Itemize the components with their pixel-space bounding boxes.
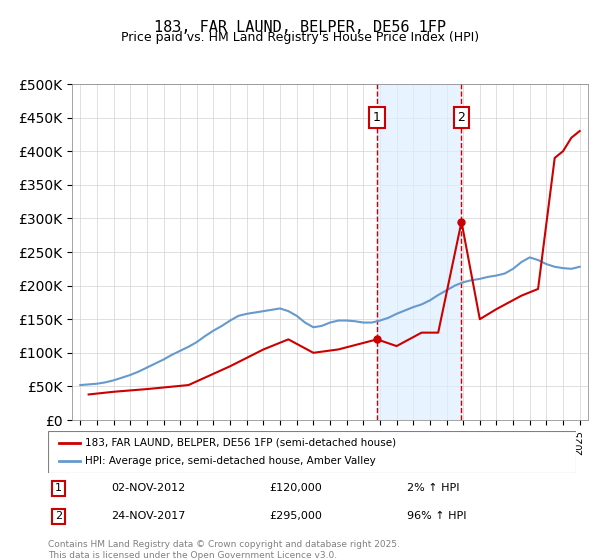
Text: 183, FAR LAUND, BELPER, DE56 1FP (semi-detached house): 183, FAR LAUND, BELPER, DE56 1FP (semi-d… <box>85 438 396 448</box>
Text: HPI: Average price, semi-detached house, Amber Valley: HPI: Average price, semi-detached house,… <box>85 456 376 466</box>
Text: Contains HM Land Registry data © Crown copyright and database right 2025.
This d: Contains HM Land Registry data © Crown c… <box>48 540 400 560</box>
Text: 2: 2 <box>55 511 62 521</box>
Text: 1: 1 <box>373 111 381 124</box>
Text: 183, FAR LAUND, BELPER, DE56 1FP: 183, FAR LAUND, BELPER, DE56 1FP <box>154 20 446 35</box>
Text: 24-NOV-2017: 24-NOV-2017 <box>112 511 186 521</box>
Text: 02-NOV-2012: 02-NOV-2012 <box>112 483 185 493</box>
Text: 2% ↑ HPI: 2% ↑ HPI <box>407 483 460 493</box>
Text: 1: 1 <box>55 483 62 493</box>
Bar <box>377 84 461 420</box>
Text: Price paid vs. HM Land Registry's House Price Index (HPI): Price paid vs. HM Land Registry's House … <box>121 31 479 44</box>
Text: £120,000: £120,000 <box>270 483 323 493</box>
FancyBboxPatch shape <box>48 431 576 473</box>
Text: 2: 2 <box>458 111 466 124</box>
Text: 96% ↑ HPI: 96% ↑ HPI <box>407 511 467 521</box>
Text: £295,000: £295,000 <box>270 511 323 521</box>
